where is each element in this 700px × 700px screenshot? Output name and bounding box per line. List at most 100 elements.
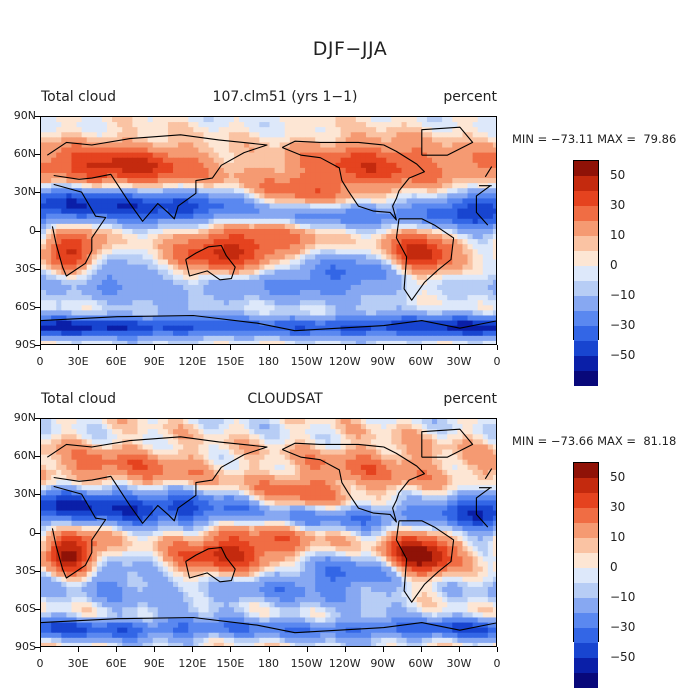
heatmap-cell (228, 310, 235, 317)
heatmap-cell (350, 439, 357, 446)
heatmap-cell (447, 305, 453, 311)
heatmap-cell (239, 249, 245, 255)
heatmap-cell (218, 152, 225, 159)
heatmap-cell (218, 122, 225, 128)
heatmap-cell (442, 429, 448, 435)
heatmap-cell (340, 269, 347, 276)
heatmap-cell (81, 183, 88, 189)
heatmap-cell (107, 269, 113, 276)
heatmap-cell (299, 419, 306, 425)
heatmap-cell (386, 239, 392, 245)
heatmap-cell (452, 320, 458, 327)
heatmap-cell (213, 459, 220, 466)
heatmap-cell (96, 439, 103, 446)
heatmap-cell (447, 259, 453, 266)
heatmap-cell (162, 239, 169, 245)
heatmap-cell (137, 172, 144, 179)
heatmap-cell (416, 152, 423, 159)
heatmap-cell (173, 290, 179, 296)
heatmap-cell (315, 284, 321, 291)
heatmap-cell (381, 157, 387, 164)
heatmap-cell (101, 279, 108, 286)
heatmap-cell (426, 279, 433, 286)
heatmap-cell (233, 269, 240, 276)
heatmap-cell (91, 444, 98, 451)
heatmap-cell (259, 454, 266, 461)
heatmap-cell (426, 264, 433, 271)
heatmap-cell (284, 424, 291, 430)
heatmap-cell (315, 340, 321, 344)
heatmap-cell (112, 295, 118, 301)
heatmap-cell (294, 208, 301, 215)
heatmap-cell (340, 132, 347, 138)
heatmap-cell (350, 284, 357, 291)
heatmap-cell (86, 157, 93, 164)
heatmap-cell (162, 330, 169, 337)
heatmap-cell (381, 439, 387, 446)
heatmap-cell (61, 315, 67, 322)
heatmap-cell (137, 419, 144, 425)
heatmap-cell (244, 152, 250, 159)
heatmap-cell (239, 290, 245, 296)
heatmap-cell (431, 330, 438, 337)
heatmap-cell (457, 295, 464, 301)
heatmap-cell (173, 183, 179, 189)
heatmap-cell (213, 449, 220, 456)
heatmap-cell (112, 434, 118, 440)
heatmap-cell (487, 193, 494, 200)
heatmap-cell (56, 239, 62, 245)
heatmap-cell (249, 325, 255, 332)
heatmap-cell (279, 264, 286, 271)
heatmap-cell (426, 295, 433, 301)
heatmap-cell (371, 223, 377, 230)
heatmap-cell (447, 213, 453, 220)
heatmap-cell (279, 439, 286, 446)
heatmap-cell (152, 122, 159, 128)
heatmap-cell (376, 444, 382, 451)
heatmap-cell (396, 325, 403, 332)
heatmap-cell (188, 167, 194, 174)
heatmap-cell (365, 429, 372, 435)
heatmap-cell (325, 157, 332, 164)
heatmap-cell (447, 284, 453, 291)
heatmap-cell (360, 208, 367, 215)
heatmap-cell (137, 157, 144, 164)
heatmap-cell (411, 157, 418, 164)
heatmap-cell (472, 300, 479, 306)
heatmap-cell (411, 310, 418, 317)
heatmap-cell (233, 117, 240, 123)
heatmap-cell (305, 439, 311, 446)
heatmap-cell (208, 269, 215, 276)
heatmap-cell (299, 218, 306, 225)
heatmap-cell (112, 239, 118, 245)
heatmap-cell (178, 310, 184, 317)
heatmap-cell (193, 147, 200, 154)
coastline (41, 314, 496, 332)
heatmap-cell (335, 198, 342, 205)
heatmap-cell (76, 198, 83, 205)
heatmap-cell (492, 239, 496, 245)
heatmap-cell (188, 188, 194, 194)
heatmap-cell (340, 157, 347, 164)
heatmap-cell (223, 203, 230, 210)
heatmap-cell (167, 310, 174, 317)
heatmap-cell (472, 127, 479, 133)
heatmap-cell (376, 424, 382, 430)
heatmap-cell (340, 295, 347, 301)
heatmap-cell (355, 305, 362, 311)
heatmap-cell (299, 203, 306, 210)
heatmap-cell (193, 419, 200, 425)
heatmap-cell (233, 167, 240, 174)
heatmap-cell (56, 320, 62, 327)
heatmap-cell (228, 269, 235, 276)
heatmap-cell (487, 162, 494, 169)
heatmap-cell (147, 325, 154, 332)
heatmap-cell (228, 172, 235, 179)
heatmap-cell (406, 340, 413, 344)
heatmap-cell (487, 188, 494, 194)
heatmap-cell (320, 340, 326, 344)
heatmap-cell (396, 127, 403, 133)
heatmap-cell (208, 239, 215, 245)
heatmap-cell (142, 259, 149, 266)
heatmap-cell (396, 264, 403, 271)
